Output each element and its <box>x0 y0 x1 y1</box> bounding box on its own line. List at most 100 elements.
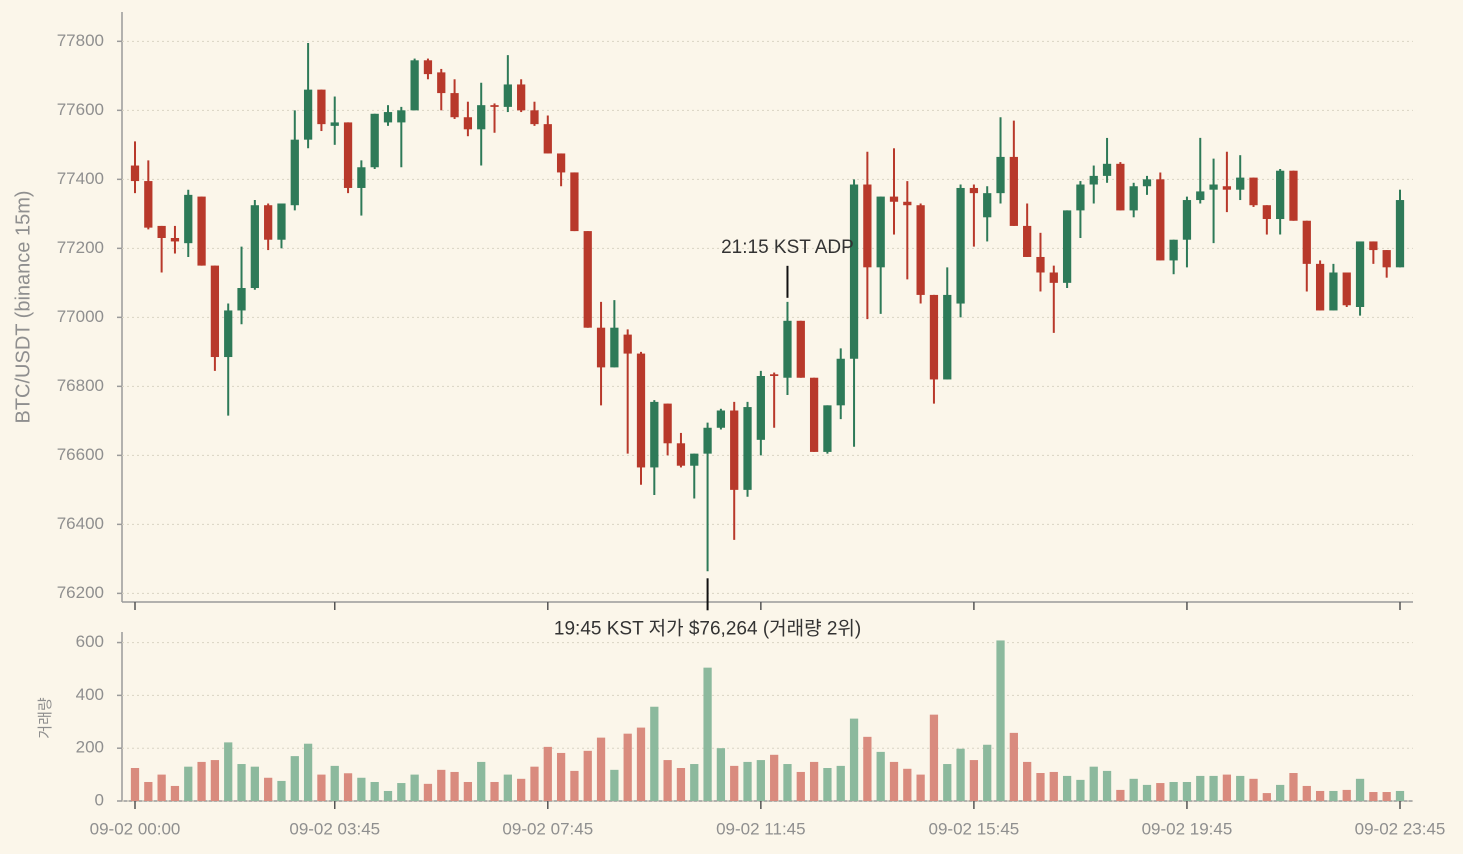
volume-bar <box>969 760 979 801</box>
candle-body <box>703 427 712 454</box>
candle-body <box>264 205 273 240</box>
candle-body <box>397 110 406 123</box>
candle-body <box>463 117 473 130</box>
volume-bar <box>836 765 845 801</box>
volume-bar <box>1222 774 1232 801</box>
candle-body <box>556 153 566 173</box>
volume-bar <box>1023 761 1032 801</box>
candle-body <box>809 377 819 452</box>
candle-body <box>170 237 180 242</box>
candle-body <box>1023 225 1032 257</box>
candle-body <box>610 327 619 368</box>
candle-body <box>1342 272 1351 306</box>
volume-bar <box>543 746 552 801</box>
candle-body <box>197 196 206 266</box>
candle-body <box>490 105 499 107</box>
candle-body <box>250 205 259 289</box>
volume-bar <box>903 768 912 801</box>
candle-body <box>983 193 992 218</box>
y-tick-label: 77200 <box>57 238 104 257</box>
volume-y-tick-label: 400 <box>76 685 104 704</box>
candle-body <box>783 320 792 378</box>
volume-bar <box>1182 781 1192 801</box>
x-tick-label: 09-02 03:45 <box>289 819 380 838</box>
volume-bar <box>1395 790 1405 801</box>
volume-y-tick-label: 200 <box>76 738 104 757</box>
candle-body <box>543 124 552 154</box>
volume-bar <box>796 771 805 801</box>
candle-body <box>130 165 140 182</box>
volume-bar <box>197 761 206 801</box>
candle-body <box>770 374 779 377</box>
candle-body <box>1169 239 1178 261</box>
volume-y-tick-label: 0 <box>95 790 104 809</box>
volume-bar <box>1249 778 1258 801</box>
candle-body <box>1196 191 1205 201</box>
candle-body <box>237 288 246 311</box>
volume-bar <box>370 781 379 801</box>
volume-bar <box>1236 775 1245 801</box>
volume-bar <box>583 750 592 801</box>
volume-bar <box>1369 792 1378 801</box>
volume-bar <box>1289 773 1298 801</box>
x-tick-label: 09-02 11:45 <box>716 819 805 838</box>
volume-y-tick-label: 600 <box>76 632 104 651</box>
volume-bar <box>1009 732 1018 801</box>
candle-body <box>849 184 859 359</box>
volume-bar <box>809 761 819 801</box>
candle-body <box>969 187 979 194</box>
candle-body <box>343 122 353 188</box>
volume-bar <box>210 760 220 801</box>
volume-bar <box>290 756 299 801</box>
volume-bar <box>130 767 140 801</box>
candle-body <box>423 60 433 75</box>
candle-body <box>1036 256 1045 273</box>
volume-bar <box>450 771 459 801</box>
volume-bar <box>303 743 313 801</box>
candle-body <box>676 443 686 466</box>
candle-body <box>929 294 939 380</box>
volume-bar <box>277 780 286 801</box>
x-tick-label: 09-02 23:45 <box>1355 819 1446 838</box>
y-tick-label: 76200 <box>57 583 104 602</box>
candle-body <box>330 122 339 126</box>
volume-bar <box>530 766 539 801</box>
y-tick-label: 77800 <box>57 31 104 50</box>
volume-bar <box>1116 789 1125 801</box>
candle-body <box>184 194 193 244</box>
candle-body <box>730 410 739 490</box>
candle-body <box>1276 170 1285 220</box>
volume-bar <box>556 752 566 801</box>
volume-bar <box>410 774 419 801</box>
candle-body <box>596 327 606 368</box>
volume-bar <box>1262 793 1271 801</box>
annotation: 19:45 KST 저가 $76,264 (거래량 2위) <box>554 617 861 639</box>
volume-bar <box>983 744 992 801</box>
candle-body <box>1049 272 1058 283</box>
candle-body <box>1222 186 1232 190</box>
candle-body <box>517 84 526 111</box>
candle-body <box>663 403 672 444</box>
volume-bar <box>623 733 632 801</box>
volume-bar <box>383 790 393 801</box>
volume-bar <box>250 766 259 801</box>
volume-bar <box>343 773 353 801</box>
candle-body <box>370 113 379 168</box>
volume-bar <box>876 751 885 801</box>
volume-bar <box>1355 778 1365 801</box>
volume-bar <box>823 767 832 801</box>
candle-body <box>437 72 446 94</box>
candle-body <box>1395 200 1405 268</box>
candle-body <box>823 405 832 452</box>
candle-body <box>636 353 646 468</box>
candle-body <box>410 60 419 111</box>
volume-axis-label: 거래량 <box>37 697 54 739</box>
candle-body <box>623 334 632 354</box>
volume-bar <box>690 764 699 801</box>
annotation: 21:15 KST ADP <box>721 237 854 258</box>
volume-bar <box>676 767 686 801</box>
volume-bar <box>756 760 765 801</box>
volume-bar <box>610 769 619 801</box>
volume-bar <box>596 737 606 801</box>
candle-body <box>716 410 726 428</box>
